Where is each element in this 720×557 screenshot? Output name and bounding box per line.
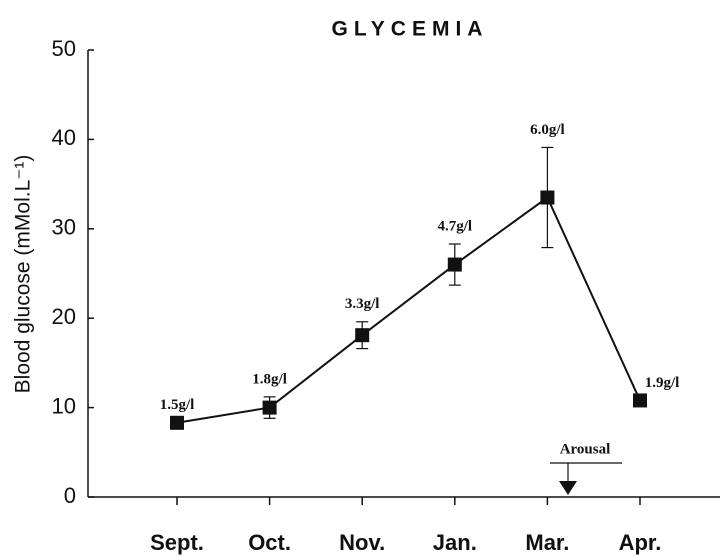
- y-tick-label: 0: [64, 483, 76, 508]
- event-annotation: Arousal: [560, 441, 611, 457]
- event-arrow-head: [559, 481, 577, 495]
- data-point: [262, 400, 277, 415]
- y-tick-label: 50: [52, 36, 76, 61]
- x-tick-label: Apr.: [619, 530, 662, 555]
- data-point: [447, 257, 462, 272]
- point-annotation: 1.8g/l: [252, 371, 287, 387]
- data-point: [170, 415, 184, 430]
- y-tick-label: 20: [52, 304, 76, 329]
- data-point: [355, 328, 370, 343]
- y-tick-label: 30: [52, 215, 76, 240]
- data-line: [176, 195, 641, 424]
- data-point: [540, 190, 555, 205]
- point-annotation: 3.3g/l: [345, 296, 380, 312]
- data-point: [633, 393, 647, 408]
- chart-title: GLYCEMIA: [332, 18, 489, 41]
- point-annotation: 6.0g/l: [530, 122, 565, 138]
- x-tick-label: Nov.: [339, 530, 385, 555]
- x-tick-label: Jan.: [433, 530, 477, 555]
- y-tick-label: 40: [52, 125, 76, 150]
- point-annotation: 1.9g/l: [645, 375, 680, 391]
- y-axis-label: Blood glucose (mMol.L⁻¹): [12, 155, 35, 394]
- point-annotation: 1.5g/l: [160, 397, 195, 413]
- x-tick-label: Oct.: [248, 530, 291, 555]
- y-tick-label: 10: [52, 393, 76, 418]
- x-tick-label: Mar.: [525, 530, 569, 555]
- x-tick-label: Sept.: [150, 530, 204, 555]
- point-annotation: 4.7g/l: [438, 218, 473, 234]
